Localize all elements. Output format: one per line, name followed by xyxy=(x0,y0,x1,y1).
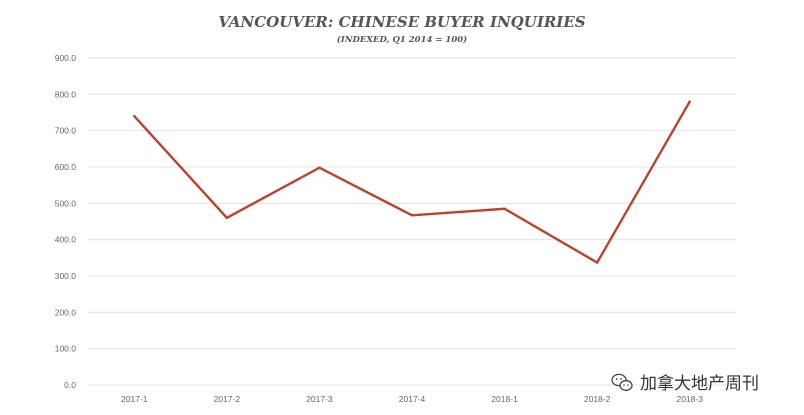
data-point xyxy=(133,114,136,118)
y-tick-label: 300.0 xyxy=(55,271,77,281)
chart-title: VANCOUVER: CHINESE BUYER INQUIRIES xyxy=(218,13,585,31)
data-point xyxy=(503,207,506,210)
y-tick-label: 900.0 xyxy=(55,53,77,63)
chart-subtitle: (INDEXED, Q1 2014 = 100) xyxy=(337,34,467,45)
y-tick-label: 0.0 xyxy=(64,380,76,390)
x-axis: 2017-1 2017-2 2017-3 2017-4 2018-1 2018-2 2018… xyxy=(121,394,703,404)
y-tick-label: 400.0 xyxy=(55,235,77,245)
grid xyxy=(88,57,736,386)
y-tick-label: 200.0 xyxy=(55,307,77,317)
watermark-text: 加拿大地产周刊 xyxy=(640,373,759,394)
data-point xyxy=(225,216,229,220)
y-axis: 0.0 100.0 200.0 300.0 400.0 500.0 600.0 700.0 80… xyxy=(55,53,77,390)
x-tick-label: 2018-3 xyxy=(676,394,703,404)
wechat-icon xyxy=(611,373,633,391)
y-tick-label: 600.0 xyxy=(55,162,77,172)
x-tick-label: 2017-3 xyxy=(306,394,333,404)
data-point xyxy=(410,214,414,217)
watermark: 加拿大地产周刊 xyxy=(611,373,759,394)
data-point xyxy=(595,261,599,264)
x-tick-label: 2017-1 xyxy=(121,394,148,404)
series-group xyxy=(133,100,691,265)
y-tick-label: 800.0 xyxy=(55,89,77,99)
x-tick-label: 2017-4 xyxy=(399,394,426,404)
y-tick-label: 500.0 xyxy=(55,198,77,208)
x-tick-label: 2018-2 xyxy=(584,394,611,404)
data-point xyxy=(688,100,691,103)
y-tick-label: 100.0 xyxy=(55,344,77,354)
series-line xyxy=(133,101,691,265)
x-tick-label: 2018-1 xyxy=(491,394,518,404)
data-point xyxy=(318,166,321,169)
y-tick-label: 700.0 xyxy=(55,126,77,136)
x-tick-label: 2017-2 xyxy=(214,394,241,404)
